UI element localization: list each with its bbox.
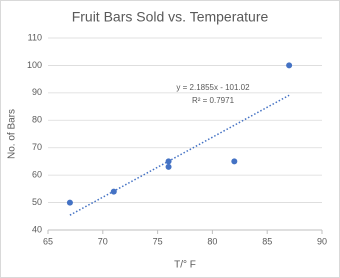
data-point: [286, 62, 293, 69]
y-tick-label: 60: [32, 170, 42, 180]
y-tick-label: 70: [32, 142, 42, 152]
trendline-r2: R² = 0.7971: [192, 96, 235, 105]
data-point: [66, 199, 73, 206]
chart-title: Fruit Bars Sold vs. Temperature: [72, 9, 269, 25]
y-tick-label: 110: [28, 32, 42, 42]
trendline-equation: y = 2.1855x - 101.02: [176, 83, 250, 92]
x-tick-label: 85: [262, 236, 272, 246]
y-tick-label: 80: [32, 115, 42, 125]
data-point: [165, 158, 172, 165]
y-tick-label: 90: [32, 87, 42, 97]
data-point: [165, 163, 172, 170]
x-tick-label: 70: [98, 236, 108, 246]
y-axis-label: No. of Bars: [7, 109, 18, 159]
x-axis-label: T/° F: [174, 260, 196, 271]
y-tick-label: 50: [32, 197, 42, 207]
y-tick-label: 100: [27, 60, 42, 70]
data-point: [110, 188, 117, 195]
x-tick-label: 65: [43, 236, 53, 246]
x-tick-label: 75: [153, 236, 163, 246]
x-tick-label: 90: [317, 236, 327, 246]
data-point: [231, 158, 238, 165]
x-tick-label: 80: [207, 236, 217, 246]
y-tick-label: 40: [32, 224, 42, 234]
